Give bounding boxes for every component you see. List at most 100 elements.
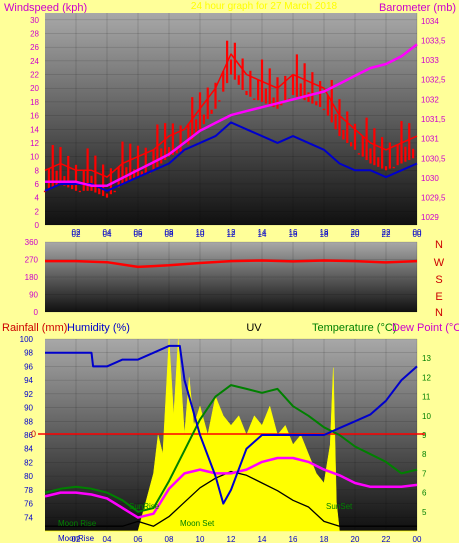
wind-tick-label: 14 bbox=[30, 125, 39, 134]
direction-time-tick-label: 04 bbox=[103, 230, 112, 239]
moon-rise-label: Moon Rise bbox=[58, 519, 97, 528]
direction-tick-label: 270 bbox=[25, 256, 39, 265]
wind-tick-label: 2 bbox=[35, 207, 40, 216]
wind-tick-label: 12 bbox=[30, 139, 39, 148]
climate-time-tick-label: 02 bbox=[72, 535, 81, 543]
wind-tick-label: 22 bbox=[30, 71, 39, 80]
windspeed-axis-title: Windspeed (kph) bbox=[4, 2, 87, 14]
climate-time-tick-label: 04 bbox=[103, 535, 112, 543]
humidity-tick-label: 96 bbox=[24, 362, 33, 371]
moon-set-label: Moon Set bbox=[180, 519, 215, 528]
humidity-tick-label: 78 bbox=[24, 486, 33, 495]
wind-time-tick-label: 10 bbox=[196, 228, 205, 237]
humidity-tick-label: 94 bbox=[24, 376, 33, 385]
direction-tick-label: 90 bbox=[29, 291, 38, 300]
climate-time-tick-label: 18 bbox=[320, 535, 329, 543]
direction-tick-label: 180 bbox=[25, 273, 39, 282]
climate-time-tick-label: 06 bbox=[134, 535, 143, 543]
wind-time-tick-label: 00 bbox=[413, 228, 422, 237]
climate-time-tick-label: 16 bbox=[289, 535, 298, 543]
compass-n-top: N bbox=[435, 239, 443, 251]
temperature-tick-label: 5 bbox=[422, 508, 427, 517]
climate-time-tick-label: 08 bbox=[165, 535, 174, 543]
sunrise-label: SunRise bbox=[129, 502, 160, 511]
temperature-tick-label: 7 bbox=[422, 469, 427, 478]
humidity-tick-label: 90 bbox=[24, 404, 33, 413]
barometer-tick-label: 1033 bbox=[421, 56, 439, 65]
wind-tick-label: 6 bbox=[35, 180, 40, 189]
wind-time-tick-label: 02 bbox=[72, 228, 81, 237]
wind-tick-label: 4 bbox=[35, 194, 40, 203]
wind-time-tick-label: 16 bbox=[289, 228, 298, 237]
barometer-tick-label: 1030,5 bbox=[421, 154, 446, 163]
wind-time-tick-label: 22 bbox=[382, 228, 391, 237]
wind-tick-label: 0 bbox=[35, 221, 40, 230]
wind-gust-line bbox=[44, 53, 418, 178]
uv-axis-title: UV bbox=[246, 322, 262, 334]
wind-panel-background bbox=[45, 13, 417, 225]
moonrise-axis-label: MoonRise bbox=[58, 534, 95, 543]
temperature-tick-label: 12 bbox=[422, 373, 431, 382]
sun-moon-line bbox=[45, 470, 417, 527]
wind-tick-label: 28 bbox=[30, 30, 39, 39]
direction-time-tick-label: 10 bbox=[196, 230, 205, 239]
humidity-axis-title: Humidity (%) bbox=[67, 322, 130, 334]
rainfall-axis-title: Rainfall (mm) bbox=[2, 322, 67, 334]
wind-chart-layer: 02468101214161820222426283010291029,5103… bbox=[30, 13, 446, 237]
humidity-tick-label: 88 bbox=[24, 417, 33, 426]
direction-time-tick-label: 14 bbox=[258, 230, 267, 239]
direction-time-tick-label: 08 bbox=[165, 230, 174, 239]
dewpoint-line bbox=[44, 456, 418, 519]
humidity-tick-label: 86 bbox=[24, 431, 33, 440]
wind-tick-label: 26 bbox=[30, 43, 39, 52]
barometer-axis-title: Barometer (mb) bbox=[379, 2, 456, 14]
wind-time-tick-label: 20 bbox=[351, 228, 360, 237]
temperature-tick-label: 9 bbox=[422, 431, 427, 440]
barometer-tick-label: 1034 bbox=[421, 17, 439, 26]
barometer-tick-label: 1029,5 bbox=[421, 194, 446, 203]
temperature-tick-label: 8 bbox=[422, 450, 427, 459]
direction-time-tick-label: 16 bbox=[289, 230, 298, 239]
barometer-tick-label: 1031 bbox=[421, 135, 439, 144]
humidity-tick-label: 92 bbox=[24, 390, 33, 399]
wind-time-tick-label: 18 bbox=[320, 228, 329, 237]
barometer-tick-label: 1031,5 bbox=[421, 115, 446, 124]
humidity-tick-label: 74 bbox=[24, 513, 33, 522]
wind-average-line bbox=[44, 121, 418, 192]
wind-tick-label: 8 bbox=[35, 166, 40, 175]
temperature-line bbox=[44, 384, 418, 513]
compass-e: E bbox=[435, 291, 442, 303]
humidity-tick-label: 76 bbox=[24, 500, 33, 509]
direction-time-tick-label: 06 bbox=[134, 230, 143, 239]
temperature-tick-label: 6 bbox=[422, 489, 427, 498]
direction-panel-background bbox=[45, 242, 417, 312]
direction-tick-label: 0 bbox=[34, 308, 39, 317]
direction-time-tick-label: 12 bbox=[227, 230, 236, 239]
wind-tick-label: 10 bbox=[30, 153, 39, 162]
humidity-tick-label: 84 bbox=[24, 445, 33, 454]
direction-time-tick-label: 20 bbox=[351, 230, 360, 239]
humidity-tick-label: 82 bbox=[24, 458, 33, 467]
humidity-line bbox=[45, 344, 418, 505]
wind-tick-label: 16 bbox=[30, 112, 39, 121]
wind-tick-label: 30 bbox=[30, 16, 39, 25]
humidity-tick-label: 80 bbox=[24, 472, 33, 481]
wind-time-tick-label: 12 bbox=[227, 228, 236, 237]
wind-time-tick-label: 04 bbox=[103, 228, 112, 237]
wind-tick-label: 18 bbox=[30, 98, 39, 107]
wind-tick-label: 20 bbox=[30, 84, 39, 93]
direction-chart-layer: 0 90 180 270 360 02 04 06 08 10 12 14 16 18 20 22 00 bbox=[25, 230, 422, 317]
climate-time-tick-label: 20 bbox=[351, 535, 360, 543]
climate-time-tick-label: 14 bbox=[258, 535, 267, 543]
humidity-tick-label: 98 bbox=[24, 349, 33, 358]
compass-n-bottom: N bbox=[435, 307, 443, 319]
humidity-tick-label: 100 bbox=[20, 335, 34, 344]
sunset-label: SunSet bbox=[326, 502, 353, 511]
barometer-tick-label: 1030 bbox=[421, 174, 439, 183]
barometer-tick-label: 1032,5 bbox=[421, 76, 446, 85]
direction-time-tick-label: 02 bbox=[72, 230, 81, 239]
barometer-line bbox=[45, 43, 418, 187]
climate-chart-layer: 7476788082848688909294969810056789101112… bbox=[20, 335, 432, 543]
compass-s: S bbox=[435, 274, 442, 286]
